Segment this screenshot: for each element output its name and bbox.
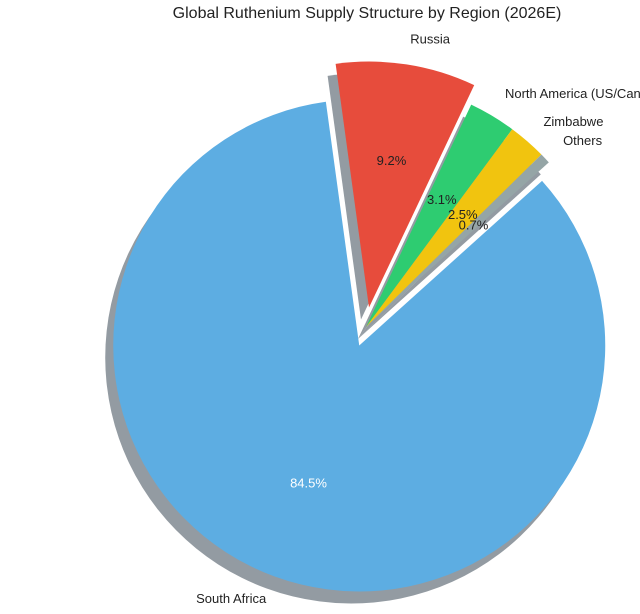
chart-title: Global Ruthenium Supply Structure by Reg… <box>172 5 562 22</box>
slice-label-russia: Russia <box>410 32 451 47</box>
pie-label-layer: South Africa 84.5% Russia 9.2% North America… <box>196 32 640 606</box>
slice-label-others: Others <box>563 133 603 148</box>
pct-label-russia: 9.2% <box>377 153 407 168</box>
pct-label-north-america-us-canada: 3.1% <box>427 192 457 207</box>
slice-label-zimbabwe: Zimbabwe <box>543 114 603 129</box>
pie-slice-russia <box>335 61 475 308</box>
pie-slice-north-america-us-canada <box>366 104 513 327</box>
pie-slice-zimbabwe <box>366 129 542 327</box>
pct-label-south-africa: 84.5% <box>290 476 327 491</box>
pct-label-others: 0.7% <box>459 217 489 232</box>
pie-slice-south-africa <box>113 101 606 592</box>
pie-slice-others <box>366 154 549 327</box>
pct-label-zimbabwe: 2.5% <box>448 207 478 222</box>
slice-label-north-america-us-canada: North America (US/Canada) <box>505 86 640 101</box>
slice-label-south-africa: South Africa <box>196 591 267 606</box>
pie-slice-layer <box>113 61 606 592</box>
